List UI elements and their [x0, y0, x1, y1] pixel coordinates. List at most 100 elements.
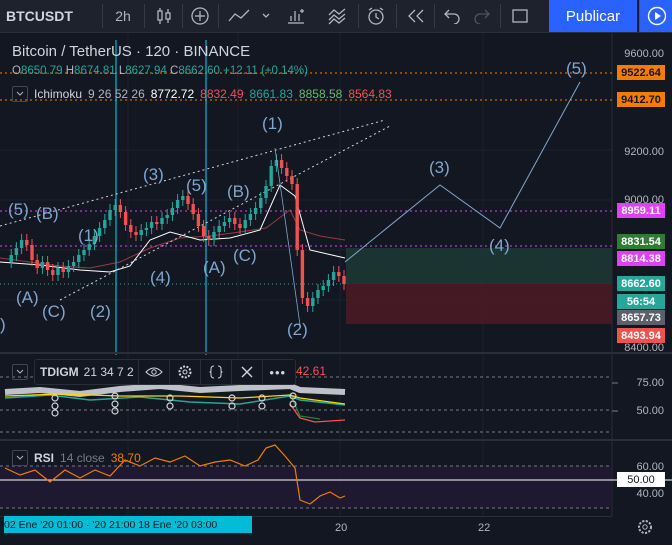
candle-body [295, 184, 299, 250]
candle-body [316, 290, 320, 298]
undo-icon[interactable] [438, 0, 466, 32]
price-badge-8959[interactable]: 8959.11 [617, 203, 665, 218]
ichimoku-value-1: 8772.72 [150, 87, 195, 101]
tdigm-value: 42.61 [296, 364, 327, 378]
ichimoku-name: Ichimoku [34, 87, 83, 101]
price-badge-9412[interactable]: 9412.70 [617, 92, 665, 107]
candle-body [331, 272, 336, 280]
chart-settings-gear-icon[interactable] [636, 518, 654, 536]
price-badge-8493[interactable]: 8493.94 [617, 328, 665, 343]
price-chart[interactable] [0, 33, 672, 544]
tdigm-pane [0, 376, 612, 433]
candle-body [290, 176, 294, 184]
loss-zone[interactable] [346, 284, 612, 324]
candle-body [300, 250, 305, 298]
indicators-icon[interactable] [224, 0, 274, 32]
candle-body [207, 236, 211, 240]
financials-icon[interactable] [282, 0, 310, 32]
candle-body [212, 232, 216, 240]
source-code-icon[interactable] [199, 360, 231, 384]
wave-connector[interactable] [274, 147, 301, 326]
candle-body [14, 248, 19, 255]
interval-selector[interactable]: 2h [115, 8, 131, 24]
price-badge-9522[interactable]: 9522.64 [617, 65, 665, 80]
rsi-collapse-icon[interactable] [12, 450, 28, 466]
candle-body [82, 250, 86, 255]
price-badge-8662[interactable]: 8662.60 [617, 276, 665, 291]
candle-body [285, 168, 289, 176]
time-axis[interactable] [0, 516, 612, 545]
candle-body [181, 196, 185, 200]
time-axis-label: 22 [478, 522, 491, 534]
candle-body [71, 262, 76, 266]
candle-body [274, 160, 279, 166]
toolbar-divider [358, 4, 359, 28]
symbol-search[interactable]: BTCUSDT [6, 8, 73, 24]
symbol-legend-title[interactable]: Bitcoin / TetherUS · 120 · BINANCE [12, 43, 251, 60]
toolbar-divider [182, 4, 183, 28]
ichimoku-baseline [0, 184, 346, 273]
candle-body [170, 208, 175, 215]
channel-lower[interactable] [59, 125, 391, 301]
candle-body [196, 214, 201, 226]
collapse-chevron-icon[interactable] [12, 86, 28, 102]
profit-zone[interactable] [346, 248, 612, 284]
candle-body [217, 226, 221, 232]
candle-body [134, 232, 138, 235]
low-value: 8627.94 [125, 65, 167, 77]
close-value: 8662.60 [178, 65, 220, 77]
publish-button[interactable]: Publicar [549, 0, 637, 32]
price-badge-8831[interactable]: 8831.54 [617, 234, 665, 249]
toolbar-divider [218, 4, 219, 28]
high-value: 8674.81 [74, 65, 116, 77]
tdigm-params: 21 34 7 2 [83, 365, 134, 379]
candle-body [342, 276, 346, 284]
eye-icon[interactable] [137, 360, 169, 384]
price-badge-8657[interactable]: 8657.73 [617, 310, 665, 325]
chart-type-icon[interactable] [150, 0, 178, 32]
tdigm-name: TDIGM [40, 365, 79, 379]
top-toolbar: BTCUSDT 2h Publicar [0, 0, 672, 33]
rsi-legend[interactable]: RSI 14 close 38.70 [12, 450, 141, 466]
price-axis-label: 9600.00 [624, 48, 664, 60]
replay-rewind-icon[interactable] [402, 0, 430, 32]
candle-body [40, 262, 45, 268]
settings-gear-icon[interactable] [168, 360, 200, 384]
price-axis-label: 9200.00 [624, 146, 664, 158]
alert-clock-icon[interactable] [362, 0, 390, 32]
more-options-icon[interactable]: ••• [261, 360, 293, 384]
candle-body [253, 208, 258, 214]
play-icon[interactable] [639, 0, 672, 32]
candle-body [264, 186, 268, 198]
channel-upper[interactable] [0, 119, 386, 227]
tdigm-collapse-icon[interactable] [12, 364, 28, 380]
candle-body [175, 200, 180, 208]
candle-body [201, 226, 206, 236]
ichimoku-params: 9 26 52 26 [88, 87, 145, 101]
candle-body [321, 286, 325, 290]
fullscreen-icon[interactable] [506, 0, 534, 32]
tdigm-legend-toolbar[interactable]: TDIGM 21 34 7 2 ••• [34, 359, 296, 385]
candle-body [129, 225, 133, 232]
tdigm-axis-label: 75.00 [636, 377, 664, 389]
price-badge-8814[interactable]: 8814.38 [617, 251, 665, 266]
toolbar-divider [434, 4, 435, 28]
candle-body [139, 230, 143, 235]
candle-body [222, 222, 227, 226]
templates-icon[interactable] [324, 0, 352, 32]
high-label: H [65, 65, 75, 77]
price-axis-label: 8400.00 [624, 342, 664, 354]
compare-add-icon[interactable] [186, 0, 214, 32]
candle-body [123, 212, 128, 225]
wave-projection[interactable] [344, 81, 581, 263]
tdigm-axis-label: 50.00 [636, 405, 664, 417]
redo-icon[interactable] [468, 0, 496, 32]
candle-body [108, 210, 112, 220]
open-label: O [12, 65, 21, 77]
candle-body [160, 218, 164, 224]
ichimoku-value-3: 8661.83 [249, 87, 293, 101]
countdown-badge: 56:54 [617, 294, 665, 309]
ichimoku-legend[interactable]: Ichimoku 9 26 52 26 8772.72 8832.49 8661… [12, 86, 392, 102]
remove-close-icon[interactable] [230, 360, 262, 384]
candles [9, 154, 346, 312]
